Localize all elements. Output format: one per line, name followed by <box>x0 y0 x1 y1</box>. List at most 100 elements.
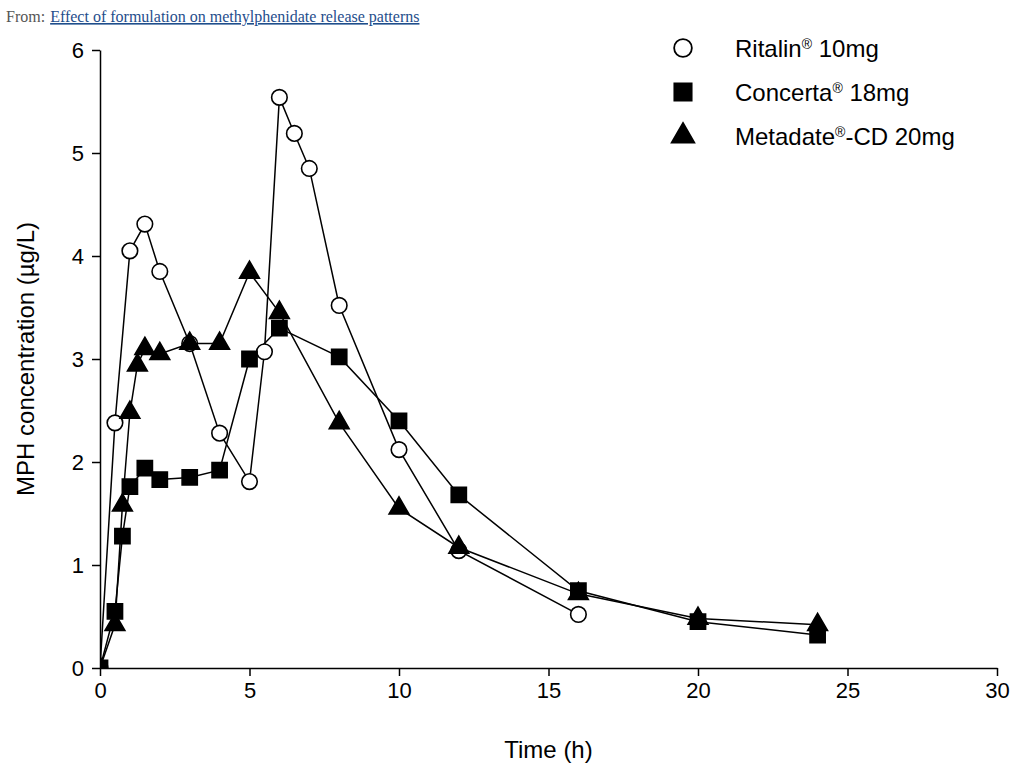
legend-label: Concerta® 18mg <box>735 79 909 106</box>
y-tick-label: 1 <box>72 553 84 578</box>
data-point <box>152 264 168 280</box>
x-axis: 0 5 10 15 20 25 30 <box>94 668 1009 703</box>
y-tick-label: 0 <box>72 656 84 681</box>
data-point <box>332 349 347 364</box>
y-tick: 0 <box>72 656 100 681</box>
legend: Ritalin® 10mg Concerta® 18mg Metadate®-CD … <box>672 35 955 150</box>
x-axis-title: Time (h) <box>504 736 592 763</box>
data-point <box>449 536 469 553</box>
data-point <box>391 413 406 428</box>
x-tick: 30 <box>985 668 1009 703</box>
y-tick-label: 4 <box>72 244 84 269</box>
data-point <box>105 613 125 630</box>
data-point <box>137 461 152 476</box>
data-point <box>287 126 303 142</box>
y-tick: 6 <box>72 38 100 63</box>
x-tick-label: 25 <box>836 678 860 703</box>
y-tick-mark <box>92 462 100 464</box>
x-tick: 20 <box>686 668 710 703</box>
y-axis-title: MPH concentration (µg/L) <box>12 222 39 496</box>
data-point <box>150 342 170 359</box>
data-point <box>100 657 110 668</box>
data-point <box>242 351 257 366</box>
x-tick-label: 10 <box>387 678 411 703</box>
data-point <box>389 497 409 514</box>
y-tick-mark <box>92 256 100 258</box>
legend-label: Metadate®-CD 20mg <box>735 123 955 150</box>
y-tick-mark <box>92 153 100 155</box>
series-line <box>100 272 818 668</box>
x-tick-mark <box>698 668 700 676</box>
legend-symbol <box>672 123 695 143</box>
data-point <box>302 161 318 177</box>
data-point <box>272 90 288 106</box>
x-tick-mark <box>847 668 849 676</box>
y-tick: 2 <box>72 450 100 475</box>
y-tick: 3 <box>72 347 100 372</box>
y-tick-mark <box>92 359 100 361</box>
data-point <box>240 261 260 278</box>
data-point <box>113 494 133 511</box>
chart: From: Effect of formulation on methylphen… <box>0 0 1024 782</box>
data-point <box>242 474 258 490</box>
y-tick: 4 <box>72 244 100 269</box>
data-point <box>210 332 230 349</box>
x-tick-mark <box>997 668 999 676</box>
x-tick-label: 0 <box>94 678 106 703</box>
y-axis: 0 1 2 3 4 5 6 <box>72 38 101 681</box>
data-point <box>212 463 227 478</box>
data-point <box>152 472 167 487</box>
y-tick-label: 3 <box>72 347 84 372</box>
y-tick: 5 <box>72 141 100 166</box>
data-point <box>272 321 287 336</box>
y-tick-label: 5 <box>72 141 84 166</box>
series-line <box>100 328 818 668</box>
data-point <box>331 298 347 314</box>
x-tick: 15 <box>537 668 561 703</box>
data-point <box>212 425 228 441</box>
data-point <box>269 301 289 318</box>
data-point <box>115 529 130 544</box>
lines <box>100 97 818 668</box>
legend-symbol <box>674 83 691 100</box>
data-point <box>122 243 138 259</box>
y-tick-mark <box>92 668 100 670</box>
x-tick-mark <box>249 668 251 676</box>
points <box>100 90 828 668</box>
data-point <box>329 411 349 428</box>
background <box>0 0 1024 782</box>
data-point <box>135 337 155 354</box>
x-tick-label: 15 <box>537 678 561 703</box>
x-tick-label: 30 <box>985 678 1009 703</box>
x-tick-mark <box>399 668 401 676</box>
x-tick: 0 <box>94 668 106 703</box>
x-tick: 5 <box>244 668 256 703</box>
y-tick-mark <box>92 50 100 52</box>
data-point <box>451 487 466 502</box>
y-tick-label: 6 <box>72 38 84 63</box>
x-tick: 25 <box>836 668 860 703</box>
y-tick-mark <box>92 565 100 567</box>
series-line <box>100 97 578 668</box>
source-link[interactable]: Effect of formulation on methylphenidate… <box>50 8 419 26</box>
legend-symbol <box>674 39 692 57</box>
legend-label: Ritalin® 10mg <box>735 35 879 62</box>
y-tick-label: 2 <box>72 450 84 475</box>
data-point <box>568 582 588 599</box>
data-point <box>180 332 200 349</box>
plot-area <box>100 90 828 668</box>
source-prefix: From: <box>6 8 45 25</box>
data-point <box>688 607 708 624</box>
data-point <box>137 216 153 232</box>
data-point <box>391 442 407 458</box>
x-tick-label: 20 <box>686 678 710 703</box>
data-point <box>808 613 828 630</box>
data-point <box>120 401 140 418</box>
data-point <box>571 607 587 623</box>
y-tick: 1 <box>72 553 100 578</box>
data-point <box>257 344 273 360</box>
x-tick-mark <box>548 668 550 676</box>
data-point <box>182 470 197 485</box>
source-header: From: Effect of formulation on methylphen… <box>6 8 419 26</box>
data-point <box>122 479 137 494</box>
